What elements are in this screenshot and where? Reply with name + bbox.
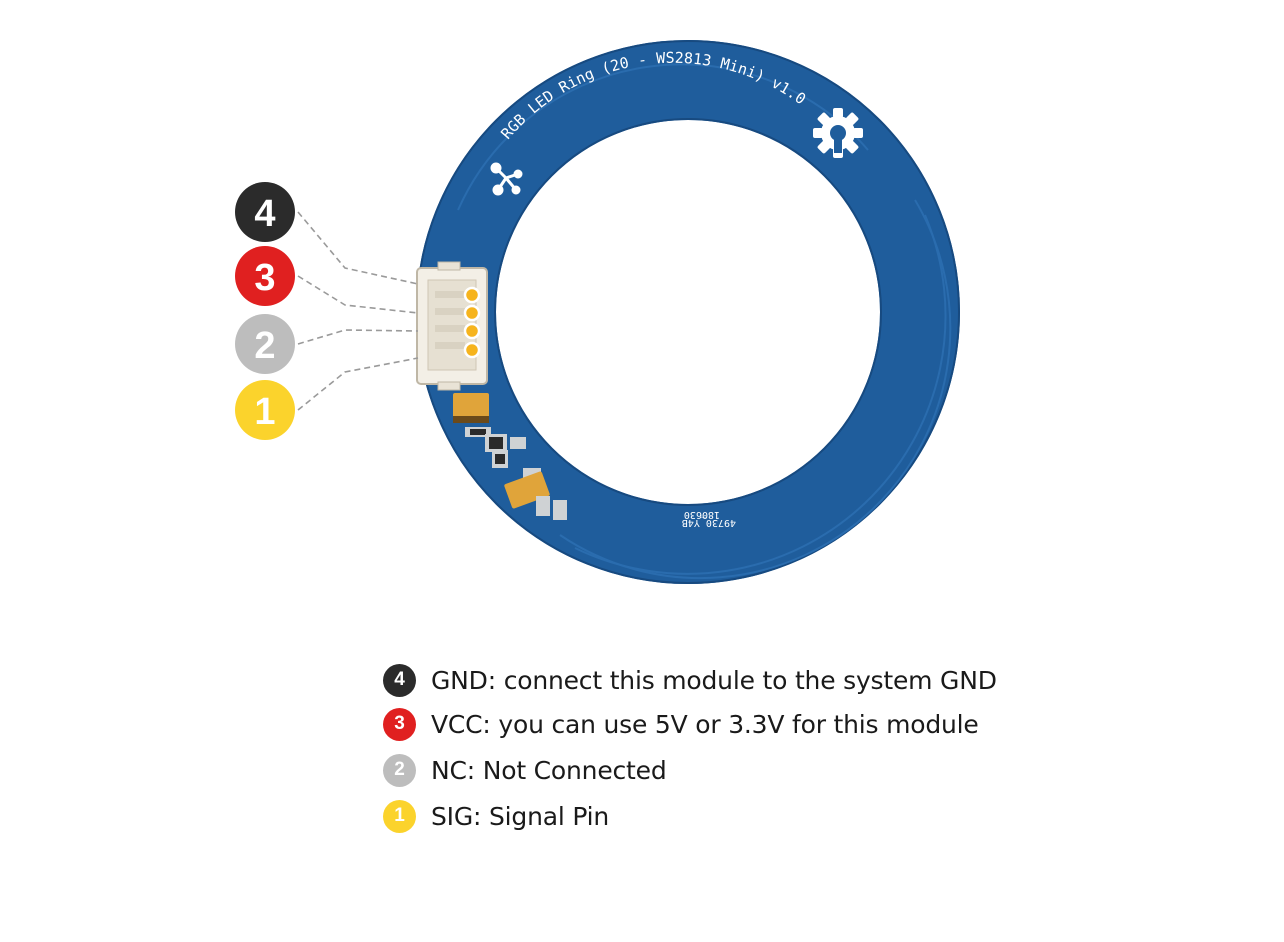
pin-badge-3: 3 [235, 246, 295, 306]
pin-markers [463, 286, 481, 359]
pin-label-sig-nc: SIG NC [513, 356, 524, 392]
svg-text:2: 2 [254, 325, 275, 367]
pin-badge-2: 2 [235, 314, 295, 374]
board-code: 49730_Y4B [682, 517, 736, 528]
legend-item-sig: 1 SIG: Signal Pin [383, 799, 609, 833]
legend-item-nc: 2 NC: Not Connected [383, 753, 667, 787]
pin-badge-4: 4 [235, 182, 295, 242]
board-date: 180630 [684, 509, 720, 520]
leader-lines [297, 211, 419, 411]
legend-text-nc: NC: Not Connected [431, 755, 667, 785]
svg-text:3: 3 [254, 257, 275, 299]
svg-text:4: 4 [254, 193, 275, 235]
molecule-icon [490, 162, 523, 196]
legend-badge-4: 4 [383, 663, 416, 697]
legend-badge-2: 2 [383, 753, 416, 787]
legend-text-gnd: GND: connect this module to the system G… [431, 665, 997, 695]
svg-text:1: 1 [254, 391, 275, 433]
legend-text-vcc: VCC: you can use 5V or 3.3V for this mod… [431, 709, 979, 739]
pin-label-vcc-gnd: VCC GND [510, 238, 521, 280]
pin-badge-1: 1 [235, 380, 295, 440]
legend-text-sig: SIG: Signal Pin [431, 801, 610, 831]
legend-item-vcc: 3 VCC: you can use 5V or 3.3V for this m… [383, 707, 979, 741]
legend-badge-3: 3 [383, 707, 416, 741]
smd-components [453, 393, 567, 520]
legend-item-gnd: 4 GND: connect this module to the system… [383, 663, 997, 697]
legend-badge-1: 1 [383, 799, 416, 833]
gear-icon [813, 108, 863, 158]
led-ring-board [416, 40, 960, 584]
